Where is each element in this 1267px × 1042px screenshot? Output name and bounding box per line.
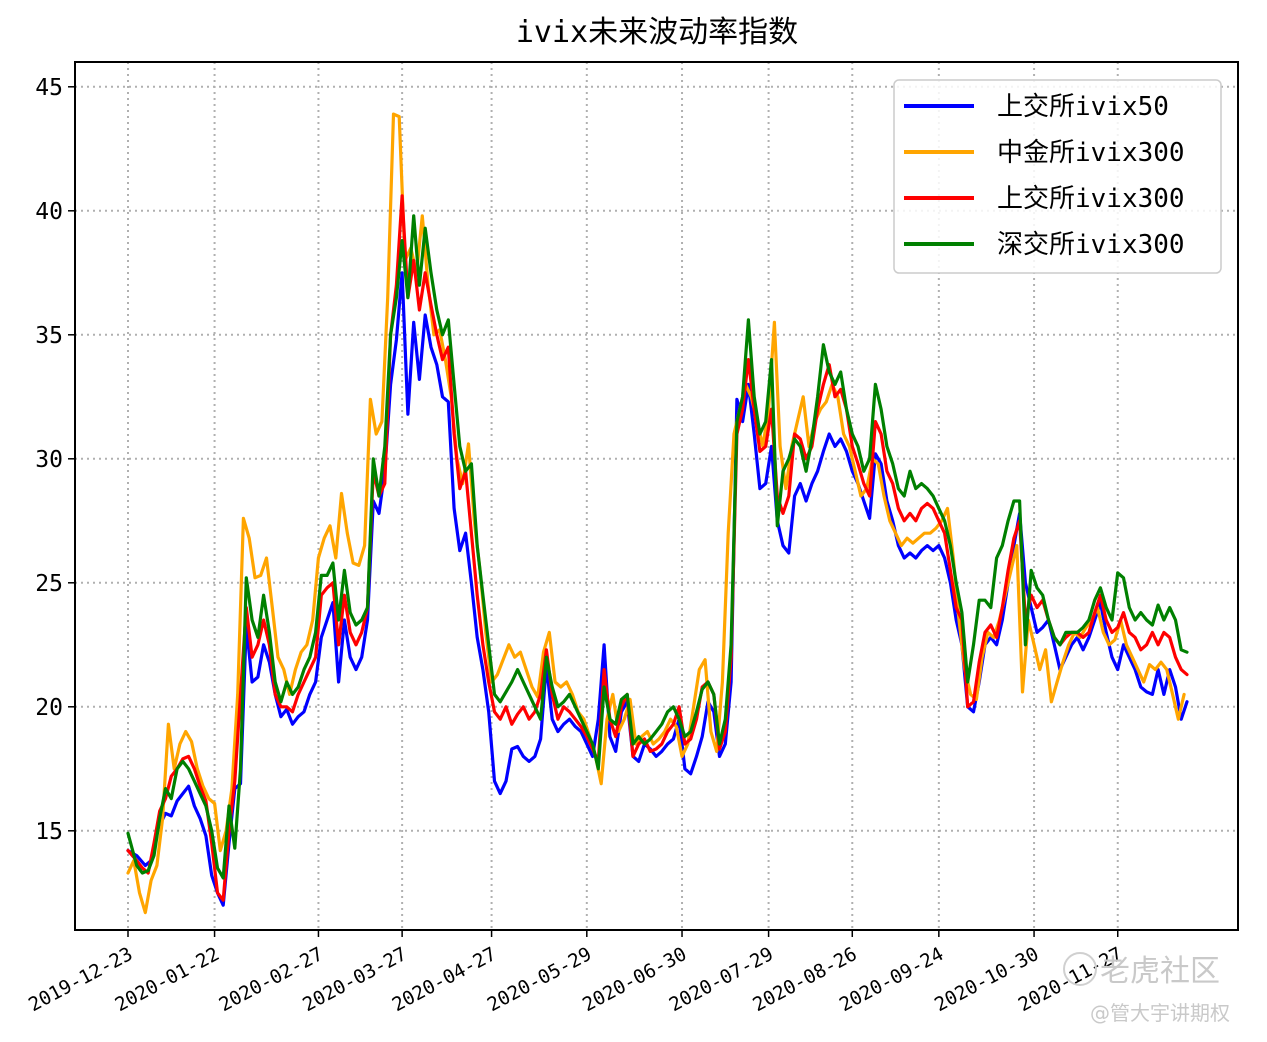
y-tick-label: 40 xyxy=(35,199,63,225)
y-tick-label: 45 xyxy=(35,75,63,101)
legend: 上交所ivix50 中金所ivix300 上交所ivix300 深交所ivix300 xyxy=(893,79,1222,274)
watermark: 老虎社区 @管大宇讲期权 xyxy=(1063,952,1230,1025)
series-line-3 xyxy=(126,214,1189,880)
chart-title: ivix未来波动率指数 xyxy=(516,15,798,50)
series-lines xyxy=(126,112,1189,915)
y-tick-label: 25 xyxy=(35,571,63,597)
y-tick-label: 35 xyxy=(35,323,63,349)
watermark-line1: 老虎社区 xyxy=(1100,954,1220,989)
series-line-0 xyxy=(126,271,1189,907)
watermark-line2: @管大宇讲期权 xyxy=(1090,1001,1230,1025)
legend-label-1: 中金所ivix300 xyxy=(997,138,1185,168)
legend-box xyxy=(893,79,1222,274)
legend-label-3: 深交所ivix300 xyxy=(997,230,1185,260)
legend-label-2: 上交所ivix300 xyxy=(997,184,1185,214)
series-line-1 xyxy=(126,112,1186,915)
legend-label-0: 上交所ivix50 xyxy=(997,92,1169,122)
y-tick-label: 20 xyxy=(35,695,63,721)
y-tick-label: 30 xyxy=(35,447,63,473)
tiger-logo-icon xyxy=(1063,952,1097,986)
y-axis: 15 20 25 30 35 40 45 xyxy=(35,75,75,845)
y-tick-label: 15 xyxy=(35,819,63,845)
plot-area-frame xyxy=(74,61,1239,931)
series-line-2 xyxy=(126,194,1189,902)
